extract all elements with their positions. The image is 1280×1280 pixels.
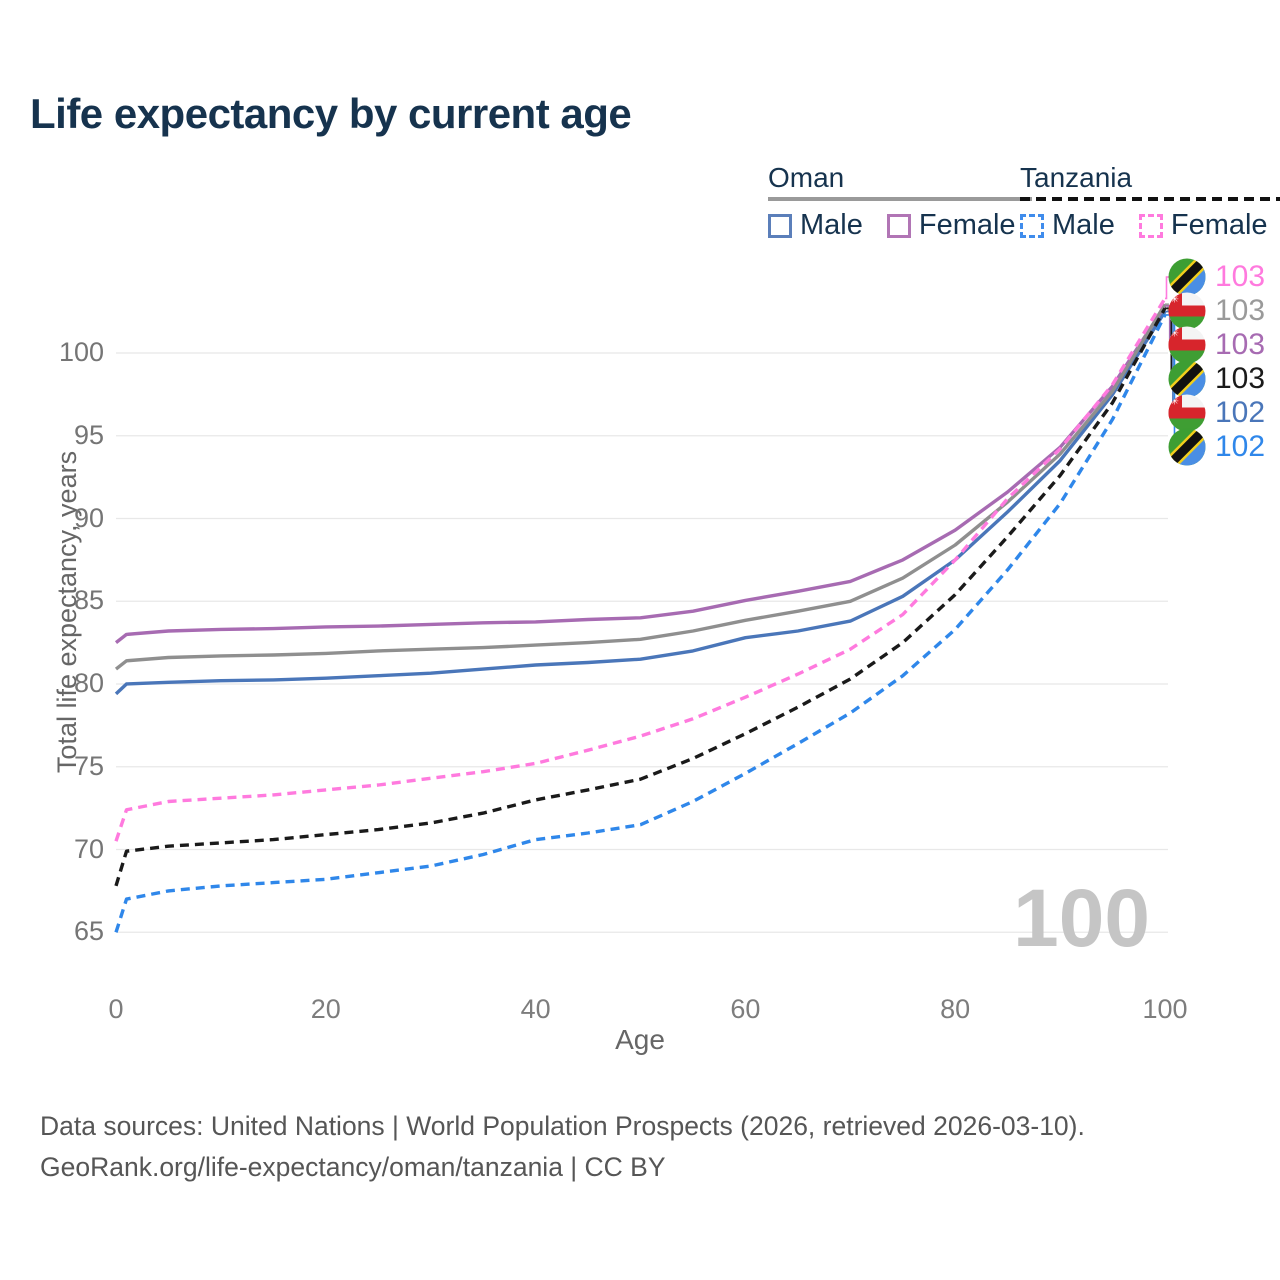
- tanzania-flag-icon: [1168, 428, 1206, 466]
- footer-attribution: GeoRank.org/life-expectancy/oman/tanzani…: [40, 1152, 666, 1182]
- y-tick-label-70: 70: [73, 833, 104, 864]
- y-tick-label-65: 65: [73, 916, 104, 947]
- legend-swatch-oman-female[interactable]: [886, 213, 911, 238]
- end-label-value: 103: [1215, 260, 1266, 293]
- legend-tanzania-header[interactable]: Tanzania: [1020, 162, 1133, 193]
- legend-swatch-oman-male[interactable]: [768, 213, 792, 238]
- end-label-row-oman-female: ✳ 103: [1168, 326, 1265, 364]
- svg-text:✳: ✳: [1171, 295, 1179, 306]
- legend-label-tanzania-male[interactable]: Male: [1052, 209, 1115, 241]
- end-label-value: 103: [1215, 294, 1266, 327]
- x-tick-label-20: 20: [310, 994, 341, 1024]
- tanzania-flag-icon: [1168, 258, 1206, 296]
- end-label-row-tanzania-male: 102: [1168, 428, 1265, 466]
- end-label-value: 102: [1215, 396, 1266, 429]
- legend-oman-header[interactable]: Oman: [768, 162, 845, 193]
- legend-group-tanzania: Tanzania Male Female: [1020, 162, 1280, 242]
- series-line-oman-male: [114, 310, 1167, 696]
- legend-swatch-tanzania-female[interactable]: [1138, 213, 1163, 238]
- series-line-tanzania-male: [114, 314, 1167, 933]
- legend-label-oman-male[interactable]: Male: [800, 209, 863, 241]
- legend-swatch-tanzania-male[interactable]: [1020, 213, 1044, 238]
- x-tick-label-60: 60: [730, 994, 761, 1024]
- x-axis-title: Age: [615, 1024, 665, 1055]
- end-label-value: 103: [1215, 328, 1266, 361]
- y-tick-label-80: 80: [73, 668, 104, 698]
- legend-tanzania-line-swatch: [1020, 197, 1280, 201]
- end-label-value: 102: [1215, 430, 1266, 463]
- page-title: Life expectancy by current age: [30, 90, 632, 137]
- end-label-row-tanzania-female: 103: [1168, 258, 1265, 296]
- svg-text:✳: ✳: [1171, 329, 1179, 340]
- oman-flag-icon: ✳: [1168, 326, 1206, 364]
- svg-text:✳: ✳: [1171, 397, 1179, 408]
- y-tick-label-85: 85: [73, 585, 104, 616]
- end-label-row-tanzania-both-sexes: 103: [1168, 360, 1265, 398]
- y-tick-label-90: 90: [73, 502, 104, 533]
- oman-flag-icon: ✳: [1168, 292, 1206, 330]
- x-tick-label-40: 40: [520, 994, 551, 1024]
- oman-flag-icon: ✳: [1168, 394, 1206, 432]
- tanzania-flag-icon: [1168, 360, 1206, 398]
- series-line-oman-female: [114, 304, 1167, 644]
- footer: Data sources: United Nations | World Pop…: [40, 1106, 1085, 1188]
- legend-label-tanzania-female[interactable]: Female: [1170, 209, 1268, 241]
- legend-oman-line-swatch: [768, 197, 1032, 201]
- x-tick-label-80: 80: [940, 994, 971, 1024]
- y-tick-label-95: 95: [73, 419, 104, 450]
- series-line-tanzania-both-sexes: [114, 307, 1167, 887]
- age-counter-watermark: 100: [1013, 873, 1150, 964]
- legend-group-oman: Oman Male Female: [768, 162, 1032, 242]
- y-tick-label-75: 75: [73, 750, 104, 781]
- footer-sources: Data sources: United Nations | World Pop…: [40, 1111, 1085, 1141]
- series-line-tanzania-female: [114, 297, 1167, 842]
- x-tick-label-0: 0: [108, 994, 124, 1024]
- y-tick-label-100: 100: [58, 337, 104, 367]
- series-line-oman-both-sexes: [114, 303, 1167, 671]
- end-label-value: 103: [1215, 362, 1266, 395]
- x-tick-label-100: 100: [1142, 994, 1188, 1024]
- end-label-row-oman-male: ✳ 102: [1168, 394, 1265, 432]
- legend-label-oman-female[interactable]: Female: [918, 209, 1016, 241]
- end-label-row-oman-both-sexes: ✳ 103: [1168, 292, 1265, 330]
